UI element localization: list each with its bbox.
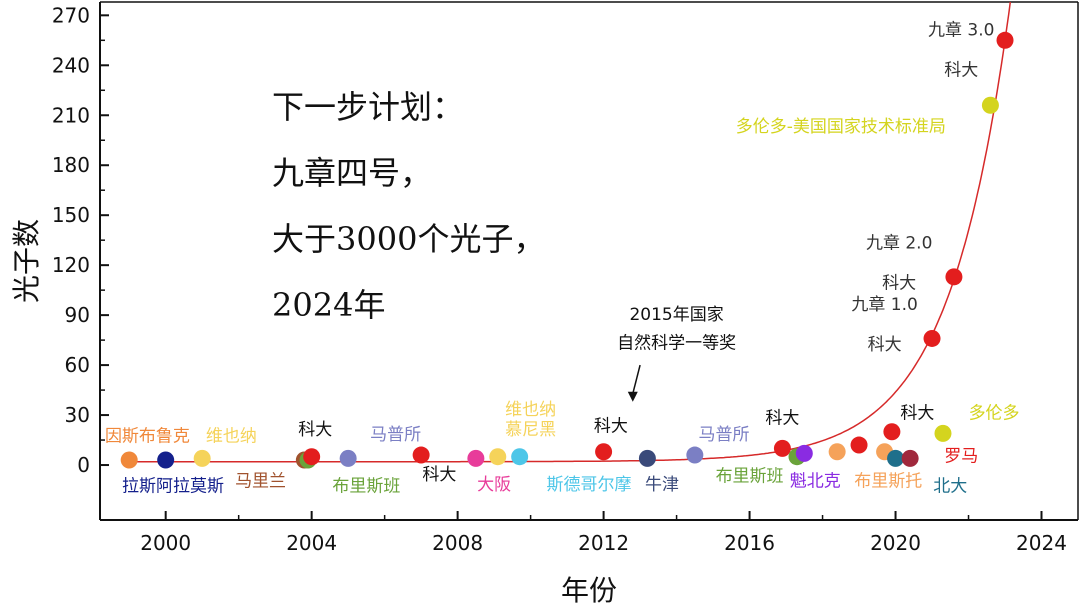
point-label: 维也纳: [206, 427, 257, 447]
point-label: 北大: [933, 477, 967, 497]
point-label: 九章 3.0: [928, 20, 994, 40]
data-point: [686, 446, 704, 464]
data-point: [981, 96, 999, 114]
x-tick-label: 2020: [870, 531, 921, 555]
plan-note: 下一步计划： 九章四号， 大于3000个光子， 2024年: [272, 88, 545, 324]
data-point: [945, 268, 963, 286]
x-axis: 2000 2004 2008 2012 2016 2020 2024: [140, 511, 1067, 555]
point-label: 科大: [422, 465, 456, 485]
y-axis: 0 30 60 90 120 150 180 210 240 270: [52, 3, 109, 477]
data-point: [595, 443, 613, 461]
x-tick-label: 2004: [286, 531, 337, 555]
data-points: [120, 31, 1014, 469]
point-label: 九章 2.0: [866, 234, 932, 254]
plan-note-line: 大于3000个光子，: [272, 220, 545, 258]
point-label: 九章 1.0: [851, 295, 917, 315]
point-label: 科大: [900, 403, 934, 423]
plan-note-line: 2024年: [272, 286, 385, 324]
data-point: [339, 449, 357, 467]
point-label: 慕尼黑: [505, 420, 556, 440]
y-tick-label: 210: [52, 103, 90, 127]
x-tick-label: 2024: [1016, 531, 1067, 555]
point-label: 拉斯阿拉莫斯: [122, 477, 224, 497]
y-tick-label: 240: [52, 53, 90, 77]
point-label: 科大: [944, 60, 978, 80]
data-point: [157, 451, 175, 469]
award-arrow-line: [632, 364, 641, 394]
point-label: 马普所: [699, 425, 750, 445]
y-tick-label: 270: [52, 3, 90, 27]
x-tick-label: 2012: [578, 531, 629, 555]
plot-frame: [99, 1, 1079, 521]
data-point: [923, 329, 941, 347]
point-label: 多伦多-美国国家技术标准局: [736, 117, 946, 137]
x-axis-title: 年份: [561, 574, 617, 607]
data-point: [412, 446, 430, 464]
data-point: [467, 449, 485, 467]
point-label: 罗马: [944, 447, 978, 467]
data-point: [120, 451, 138, 469]
data-point: [934, 424, 952, 442]
data-point: [489, 448, 507, 466]
point-label: 因斯布鲁克: [105, 427, 190, 447]
data-point: [996, 31, 1014, 49]
point-label: 自然科学一等奖: [617, 333, 736, 353]
x-tick-label: 2016: [724, 531, 775, 555]
data-point: [638, 449, 656, 467]
point-label: 科大: [765, 408, 799, 428]
plan-note-line: 九章四号，: [272, 154, 432, 192]
y-tick-label: 0: [77, 453, 90, 477]
point-label: 科大: [868, 335, 902, 355]
point-label: 维也纳: [505, 400, 556, 420]
data-point: [887, 449, 905, 467]
point-label: 布里斯班: [716, 467, 784, 487]
data-point: [883, 423, 901, 441]
data-point: [850, 436, 868, 454]
plan-note-line: 下一步计划：: [272, 88, 464, 126]
trend-curve: [129, 1, 1012, 463]
data-point: [795, 444, 813, 462]
y-tick-label: 60: [65, 353, 90, 377]
point-label: 布里斯班: [332, 477, 400, 497]
x-tick-label: 2000: [140, 531, 191, 555]
y-tick-label: 150: [52, 203, 90, 227]
data-point: [511, 448, 529, 466]
x-tick-label: 2008: [432, 531, 483, 555]
point-label: 2015年国家: [629, 305, 723, 325]
y-tick-label: 120: [52, 253, 90, 277]
point-label: 大阪: [477, 475, 511, 495]
y-tick-label: 180: [52, 153, 90, 177]
y-axis-title: 光子数: [10, 219, 43, 303]
point-label: 多伦多: [969, 403, 1020, 423]
point-label: 马普所: [370, 425, 421, 445]
point-label: 布里斯托: [854, 472, 922, 492]
data-point: [773, 439, 791, 457]
data-point: [193, 449, 211, 467]
y-tick-label: 30: [65, 403, 90, 427]
exponential-trend-line: [129, 1, 1012, 463]
point-label: 牛津: [645, 475, 679, 495]
point-label: 科大: [594, 417, 628, 437]
data-point: [901, 449, 919, 467]
point-label: 魁北克: [790, 472, 841, 492]
award-arrow-head: [627, 391, 638, 402]
point-label: 斯德哥尔摩: [547, 475, 632, 495]
point-label: 马里兰: [235, 472, 286, 492]
y-tick-label: 90: [65, 303, 90, 327]
data-point: [303, 448, 321, 466]
data-point: [828, 443, 846, 461]
point-label: 科大: [882, 273, 916, 293]
point-label: 科大: [298, 420, 332, 440]
